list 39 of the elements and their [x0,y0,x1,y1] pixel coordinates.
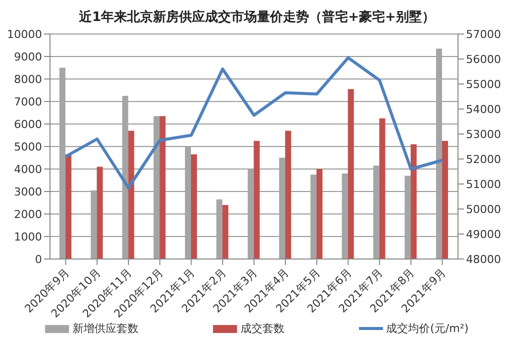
y2-tick-label: 54000 [466,102,501,116]
legend-label: 成交均价(元/m²) [386,321,469,336]
y2-tick-label: 48000 [466,252,501,266]
y-tick-label: 2000 [14,208,42,221]
chart-title: 近1年来北京新房供应成交市场量价走势（普宅+豪宅+别墅） [78,8,436,26]
bar [410,144,417,259]
y2-tick-label: 51000 [466,178,501,191]
y-tick-label: 9000 [14,50,42,64]
bar [160,116,166,259]
y-tick-label: 10000 [7,28,42,41]
legend-label: 成交套数 [240,321,284,336]
bar [379,118,386,259]
y2-tick-label: 55000 [466,78,501,91]
y2-tick-label: 49000 [466,228,501,241]
bar [285,130,292,259]
legend-label: 新增供应套数 [72,321,138,336]
bar [222,205,228,259]
y-tick-label: 6000 [14,118,42,131]
y2-tick-label: 57000 [466,28,501,41]
bar [65,154,72,259]
y2-tick-label: 52000 [466,152,501,166]
y-tick-label: 1000 [14,230,42,244]
y-tick-label: 4000 [14,162,42,176]
y-tick-label: 3000 [14,185,42,198]
bar [190,154,197,259]
bar [442,140,448,259]
y2-tick-label: 50000 [466,202,501,216]
y-tick-label: 8000 [14,72,42,86]
y2-tick-label: 56000 [466,52,501,66]
y-tick-label: 7000 [14,95,42,108]
bar [254,140,260,259]
bar [348,89,354,259]
y-tick-label: 0 [35,252,42,266]
line-series [64,56,444,190]
bar [128,130,134,259]
y2-tick-label: 53000 [466,128,501,141]
bar [96,166,103,259]
y-tick-label: 5000 [14,140,42,154]
bar [316,169,322,259]
